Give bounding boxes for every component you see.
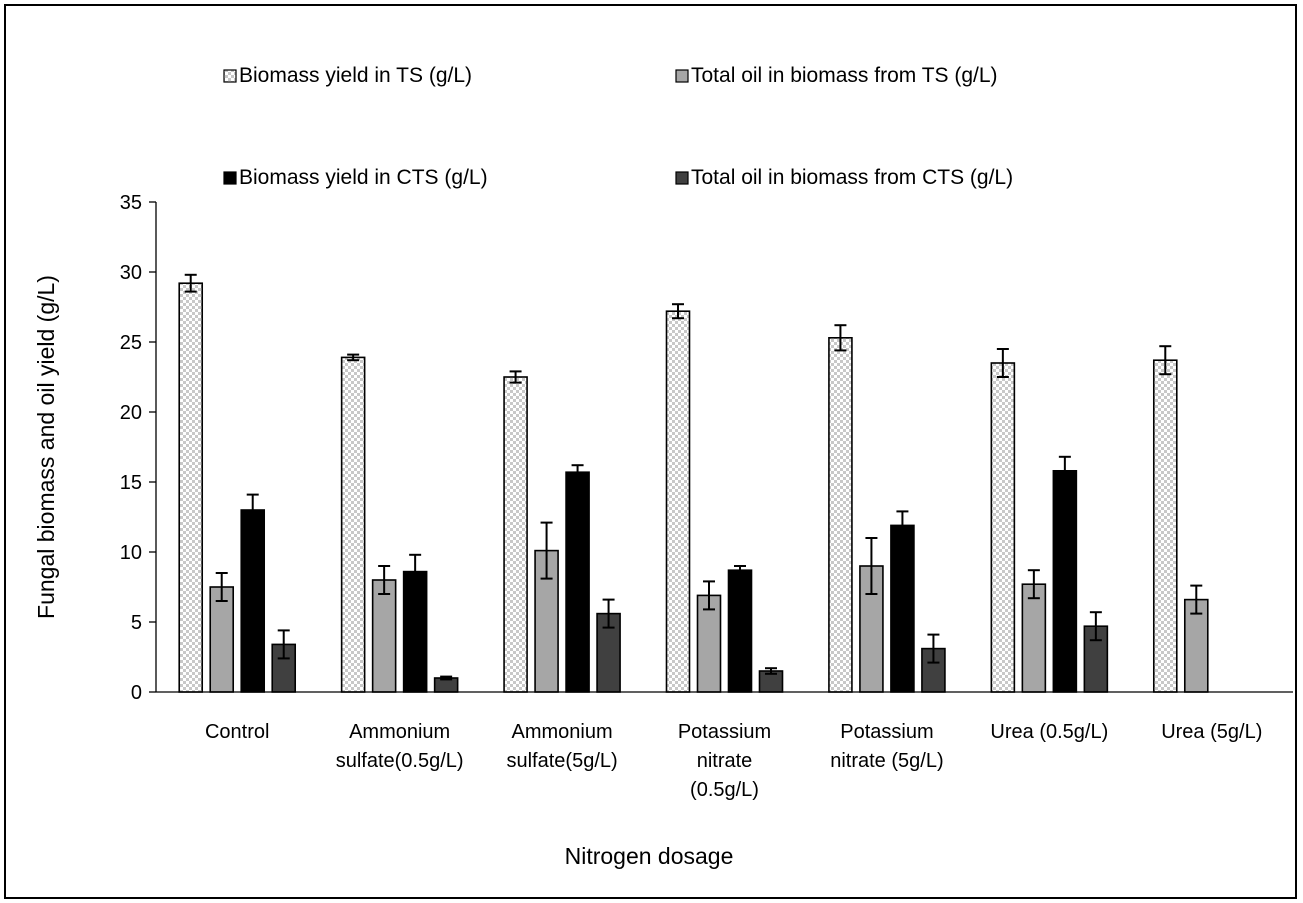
y-tick-label: 0 bbox=[131, 682, 142, 704]
y-tick-label: 5 bbox=[131, 612, 142, 634]
bar bbox=[665, 310, 691, 693]
chart-frame: Biomass yield in TS (g/L) Total oil in bi… bbox=[4, 4, 1297, 899]
legend-label: Total oil in biomass from CTS (g/L) bbox=[691, 166, 1013, 189]
legend-label: Total oil in biomass from TS (g/L) bbox=[691, 64, 998, 87]
bar bbox=[727, 569, 753, 693]
y-axis: 0 5 10 15 20 25 30 35 bbox=[120, 192, 157, 704]
x-category-label: Potassium nitrate (0.5g/L) bbox=[678, 721, 771, 801]
legend-label: Biomass yield in TS (g/L) bbox=[239, 64, 472, 87]
x-category-label: Ammonium sulfate(5g/L) bbox=[506, 721, 617, 772]
y-tick-label: 25 bbox=[120, 332, 142, 354]
bar bbox=[990, 362, 1016, 693]
legend-label: Biomass yield in CTS (g/L) bbox=[239, 166, 488, 189]
y-tick-label: 20 bbox=[120, 402, 142, 424]
bar bbox=[890, 524, 915, 693]
x-category-label: Potassium nitrate (5g/L) bbox=[830, 721, 943, 772]
bar bbox=[371, 579, 397, 693]
bar bbox=[503, 376, 528, 693]
bar bbox=[1021, 583, 1047, 693]
bar bbox=[1152, 359, 1178, 693]
bar bbox=[178, 282, 204, 693]
y-axis-title: Fungal biomass and oil yield (g/L) bbox=[33, 275, 59, 619]
bar bbox=[565, 471, 590, 693]
legend-swatch bbox=[675, 171, 689, 185]
x-category-label: Control bbox=[205, 721, 269, 743]
legend-swatch bbox=[223, 171, 237, 185]
bar bbox=[828, 336, 853, 693]
y-tick-label: 35 bbox=[120, 192, 142, 214]
y-tick-label: 30 bbox=[120, 262, 142, 284]
legend-swatch bbox=[675, 69, 689, 83]
x-category-label: Urea (0.5g/L) bbox=[990, 721, 1108, 743]
y-tick-label: 10 bbox=[120, 542, 142, 564]
x-category-label: Ammonium sulfate(0.5g/L) bbox=[336, 721, 464, 772]
x-axis: Control Ammonium sulfate(0.5g/L) Ammonium su… bbox=[156, 691, 1293, 801]
bar bbox=[340, 356, 366, 693]
x-category-label: Urea (5g/L) bbox=[1161, 721, 1262, 743]
x-axis-title: Nitrogen dosage bbox=[565, 843, 734, 869]
bar-chart: Biomass yield in TS (g/L) Total oil in bi… bbox=[33, 64, 1293, 869]
bar bbox=[240, 509, 266, 693]
bar bbox=[209, 586, 235, 693]
bar bbox=[1052, 469, 1078, 693]
legend-swatch bbox=[223, 69, 237, 83]
bar bbox=[402, 570, 428, 693]
y-tick-label: 15 bbox=[120, 472, 142, 494]
bars bbox=[178, 273, 1209, 693]
legend: Biomass yield in TS (g/L) Total oil in bi… bbox=[223, 64, 1013, 189]
